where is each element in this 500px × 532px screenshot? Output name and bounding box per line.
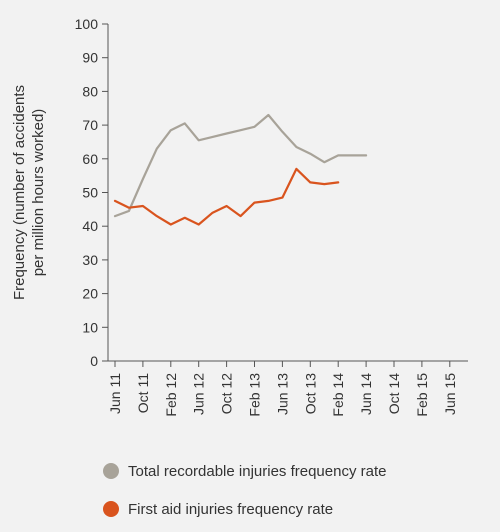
x-tick-label: Jun 12: [191, 373, 207, 415]
x-tick-label: Feb 13: [247, 373, 263, 417]
axes: [107, 24, 468, 362]
y-axis-title-line: per million hours worked): [30, 109, 47, 277]
x-tick-label: Feb 15: [414, 373, 430, 417]
series-line-2: [113, 167, 340, 226]
legend-label-1: Total recordable injuries frequency rate: [128, 463, 386, 480]
y-axis-ticks: 0 10 20 30 40 50 60 70 80 90 100: [75, 16, 108, 369]
y-axis-title-line: Frequency (number of accidents: [11, 85, 28, 300]
y-tick-label: 20: [82, 286, 98, 302]
x-tick-label: Jun 15: [442, 373, 458, 415]
y-tick-label: 70: [82, 117, 98, 133]
legend-marker-1: [103, 463, 119, 479]
y-tick-label: 90: [82, 50, 98, 66]
x-tick-label: Jun 14: [358, 373, 374, 415]
legend-marker-2: [103, 501, 119, 517]
legend-label-2: First aid injuries frequency rate: [128, 501, 333, 518]
x-tick-label: Oct 12: [219, 373, 235, 414]
y-tick-label: 80: [82, 83, 98, 99]
y-tick-label: 40: [82, 218, 98, 234]
y-axis-title: Frequency (number of accidents per millio…: [11, 85, 47, 300]
y-tick-label: 50: [82, 185, 98, 201]
series-line-1: [113, 113, 368, 218]
y-tick-label: 60: [82, 151, 98, 167]
x-axis-ticks: Jun 11 Oct 11 Feb 12 Jun 12 Oct 12 Feb 13 Jun …: [107, 361, 458, 417]
y-axis-title-text: Frequency (number of accidents per millio…: [11, 85, 47, 300]
x-tick-label: Feb 12: [163, 373, 179, 417]
y-tick-label: 0: [90, 353, 98, 369]
x-tick-label: Jun 13: [274, 373, 290, 415]
legend: Total recordable injuries frequency rate…: [103, 463, 386, 518]
x-tick-label: Oct 14: [386, 373, 402, 414]
y-tick-label: 10: [82, 319, 98, 335]
x-tick-label: Oct 11: [135, 373, 151, 413]
x-tick-label: Jun 11: [107, 373, 123, 414]
x-tick-label: Feb 14: [330, 373, 346, 417]
y-tick-label: 30: [82, 252, 98, 268]
x-tick-label: Oct 13: [302, 373, 318, 414]
series-lines: [113, 113, 368, 226]
y-tick-label: 100: [75, 16, 99, 32]
